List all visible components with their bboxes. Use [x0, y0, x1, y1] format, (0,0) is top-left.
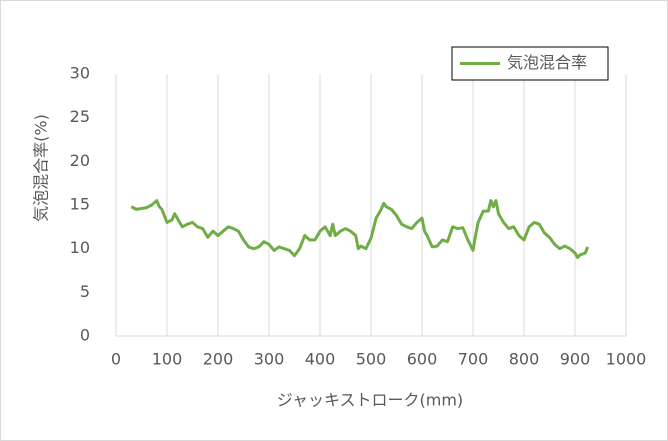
y-tick-label: 0: [80, 326, 90, 345]
x-tick-label: 800: [509, 350, 540, 369]
legend-label: 気泡混合率: [507, 53, 587, 72]
x-tick-label: 400: [305, 350, 336, 369]
y-axis-title: 気泡混合率(%): [32, 114, 51, 222]
data-line: [130, 199, 590, 259]
x-tick-label: 300: [254, 350, 285, 369]
x-tick-label: 500: [356, 350, 387, 369]
y-tick-label: 5: [80, 282, 90, 301]
y-tick-label: 20: [70, 151, 90, 170]
x-tick-label: 1000: [606, 350, 647, 369]
y-tick-label: 30: [70, 64, 90, 83]
y-tick-label: 15: [70, 195, 90, 214]
x-tick-label: 700: [458, 350, 489, 369]
x-tick-label: 600: [407, 350, 438, 369]
x-tick-label: 200: [203, 350, 234, 369]
x-tick-label: 100: [152, 350, 183, 369]
x-axis-title: ジャッキストローク(mm): [277, 391, 463, 410]
y-tick-label: 25: [70, 107, 90, 126]
x-tick-label: 900: [560, 350, 591, 369]
x-tick-label: 0: [111, 350, 121, 369]
y-tick-label: 10: [70, 238, 90, 257]
